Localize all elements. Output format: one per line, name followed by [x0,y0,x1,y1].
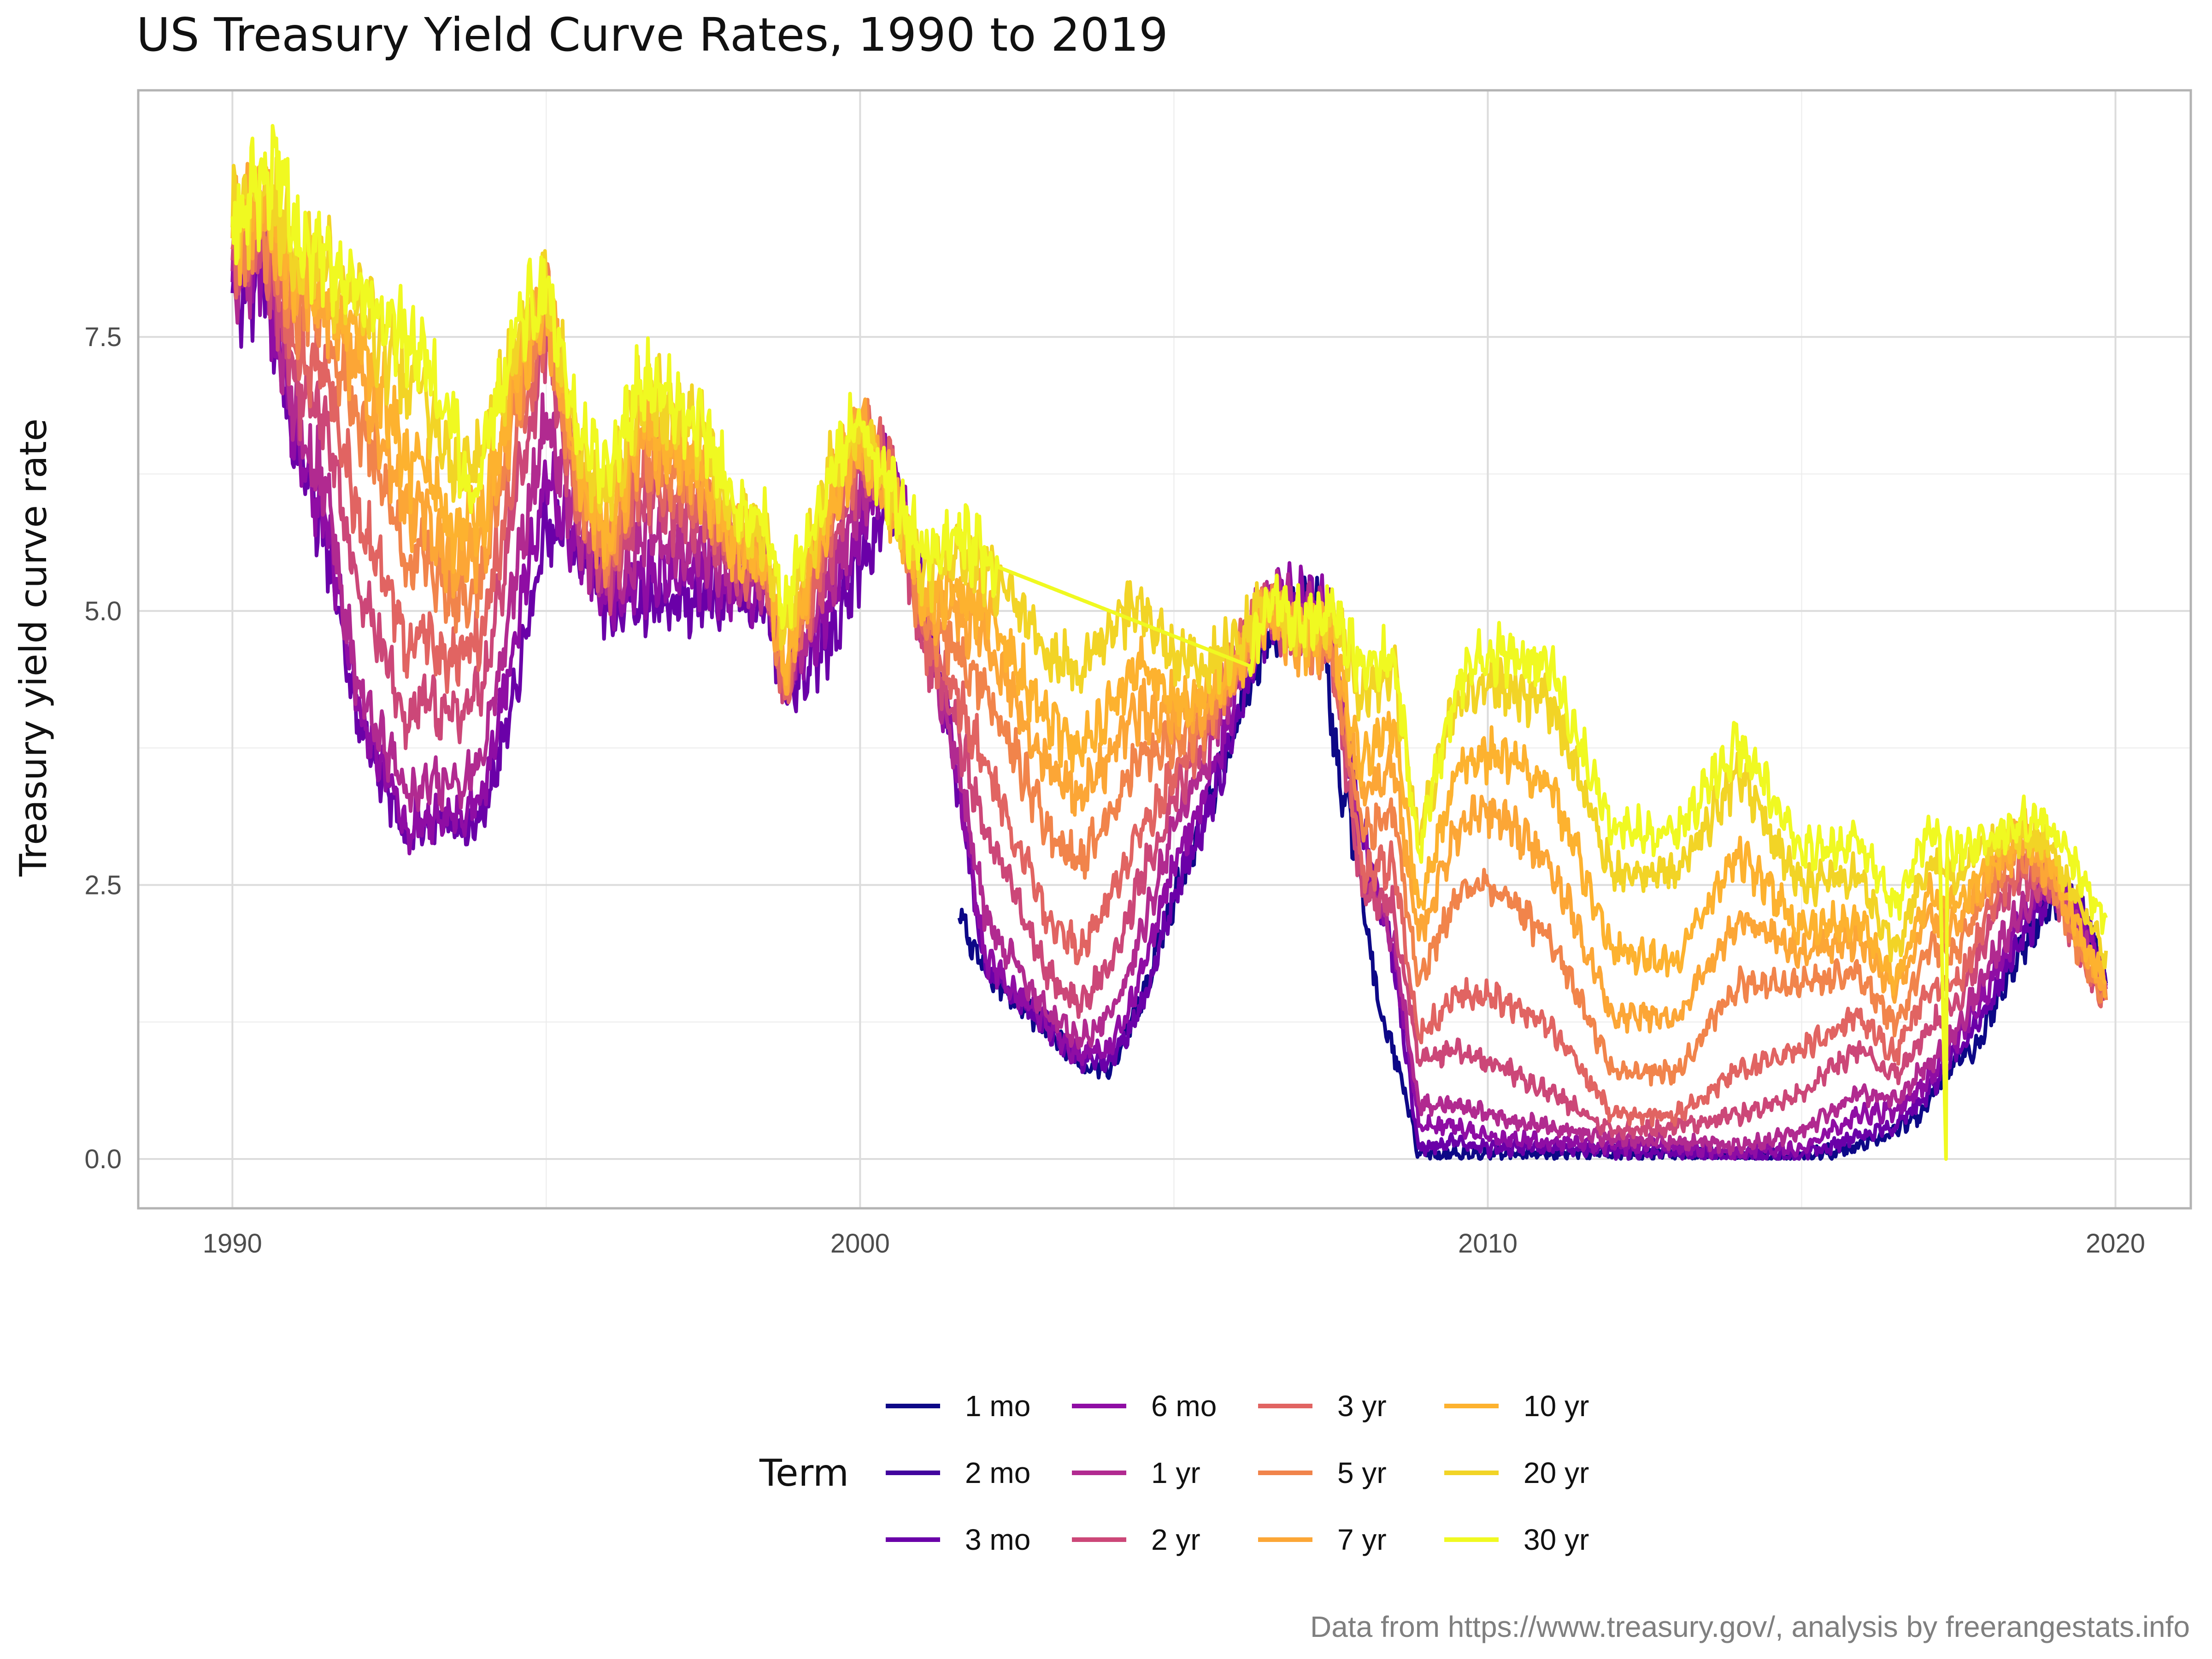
x-axis-ticks: 1990 2000 2010 2020 [203,1229,2145,1259]
legend-label: 1 yr [1151,1456,1200,1489]
legend-label: 2 yr [1151,1523,1200,1556]
plot-panel-border [137,89,2192,1210]
legend-label: 5 yr [1337,1456,1387,1489]
legend-label: 6 mo [1151,1389,1217,1423]
x-tick-label: 1990 [203,1229,262,1259]
x-tick-label: 2020 [2086,1229,2145,1259]
series-line [230,209,2108,1156]
legend-label: 3 yr [1337,1389,1387,1423]
series-line [230,209,2108,1141]
legend-label: 20 yr [1524,1456,1589,1489]
caption: Data from https://www.treasury.gov/, ana… [1310,1610,2190,1643]
y-tick-label: 0.0 [84,1144,122,1174]
chart-title: US Treasury Yield Curve Rates, 1990 to 2… [136,8,1168,62]
series-line [230,124,2108,1161]
legend-label: 7 yr [1337,1523,1387,1556]
y-axis-ticks: 0.0 2.5 5.0 7.5 [84,322,122,1174]
y-tick-label: 2.5 [84,870,122,900]
legend-label: 10 yr [1524,1389,1589,1423]
legend-label: 2 mo [965,1456,1030,1489]
x-tick-label: 2000 [830,1229,890,1259]
y-axis-title: Treasury yield curve rate [12,418,55,877]
legend-title: Term [759,1452,849,1494]
legend-label: 3 mo [965,1523,1030,1556]
x-tick-label: 2010 [1458,1229,1518,1259]
plot-lines [230,124,2108,1161]
y-tick-label: 5.0 [84,596,122,626]
series-line [230,221,2108,1160]
legend-label: 30 yr [1524,1523,1589,1556]
legend-label: 1 mo [965,1389,1030,1423]
legend: Term 1 mo 2 mo 3 mo 6 mo 1 yr 2 yr 3 yr 5 yr 7 y… [759,1389,1589,1556]
y-tick-label: 7.5 [84,322,122,352]
